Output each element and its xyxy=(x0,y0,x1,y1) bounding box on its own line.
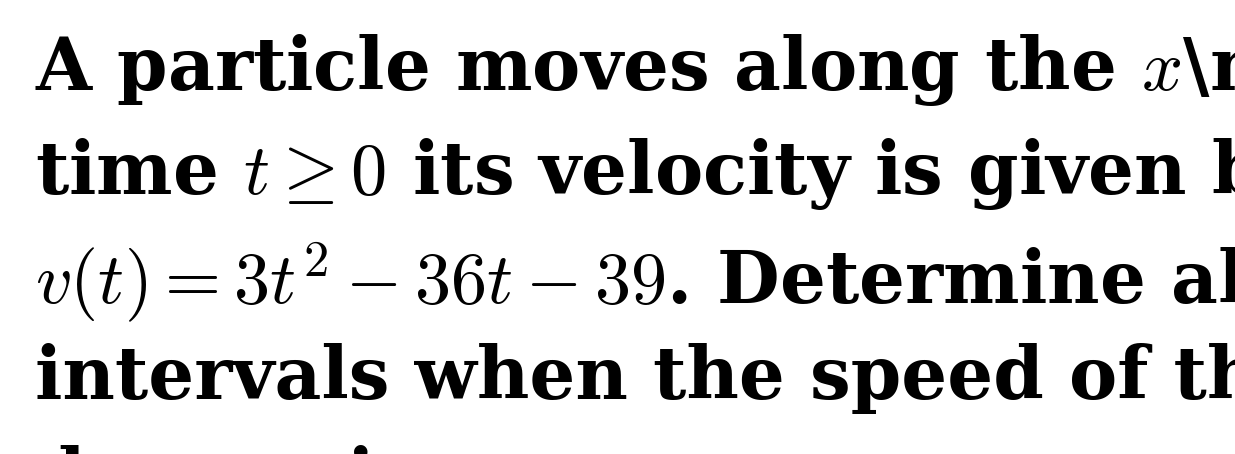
Text: decreasing.: decreasing. xyxy=(35,445,503,454)
Text: time $t \geq 0$ its velocity is given by: time $t \geq 0$ its velocity is given by xyxy=(35,136,1235,212)
Text: intervals when the speed of the particle is: intervals when the speed of the particle… xyxy=(35,343,1235,414)
Text: A particle moves along the $x$\mbox{-axis so that at}: A particle moves along the $x$\mbox{-axi… xyxy=(35,32,1235,108)
Text: $v(t) = 3t^2 - 36t - 39$. Determine all: $v(t) = 3t^2 - 36t - 39$. Determine all xyxy=(35,241,1235,325)
